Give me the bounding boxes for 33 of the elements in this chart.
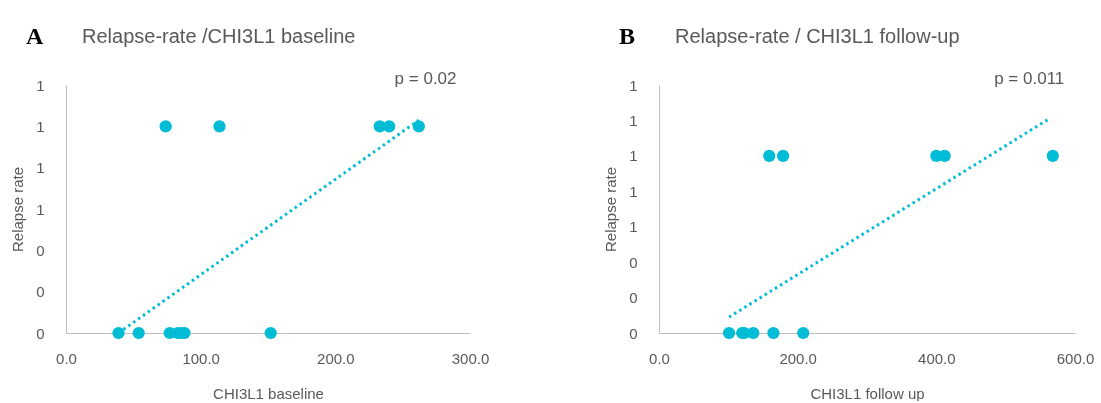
y-tick-label: 0 <box>36 283 45 301</box>
x-tick-label: 300.0 <box>451 349 490 367</box>
x-tick-label: 100.0 <box>182 349 220 367</box>
x-tick-label: 200.0 <box>317 349 355 367</box>
x-tick-label: 400.0 <box>918 349 956 367</box>
x-tick-label: 0.0 <box>56 349 77 367</box>
y-tick-label: 1 <box>36 200 45 218</box>
y-tick-label: 1 <box>36 159 45 177</box>
x-tick-label: 600.0 <box>1056 349 1095 367</box>
x-tick-label: 0.0 <box>649 349 670 367</box>
y-tick-label: 0 <box>629 324 638 342</box>
y-tick-label: 0 <box>36 241 45 259</box>
x-axis-title: CHI3L1 follow up <box>810 384 925 402</box>
annotation: p = 0.02 <box>394 69 457 88</box>
chart-title: Relapse-rate /CHI3L1 baseline <box>82 25 356 47</box>
y-tick-label: 0 <box>629 253 638 271</box>
y-tick-label: 1 <box>629 111 638 129</box>
y-tick-label: 0 <box>629 289 638 307</box>
y-tick-label: 1 <box>629 147 638 165</box>
y-tick-label: 1 <box>629 76 638 94</box>
y-tick-label: 1 <box>629 182 638 200</box>
text: B <box>619 23 636 49</box>
x-axis-title: CHI3L1 baseline <box>213 384 324 402</box>
y-tick-label: 1 <box>36 117 45 135</box>
y-axis-title: Relapse rate <box>9 166 27 253</box>
y-tick-label: 0 <box>36 324 45 342</box>
x-tick-label: 200.0 <box>779 349 817 367</box>
y-axis-title: Relapse rate <box>602 166 620 253</box>
y-tick-label: 1 <box>629 218 638 236</box>
chart-title: Relapse-rate / CHI3L1 follow-up <box>675 25 960 47</box>
y-tick-label: 1 <box>36 76 45 94</box>
text: A <box>26 23 44 49</box>
annotation: p = 0.011 <box>994 69 1065 88</box>
